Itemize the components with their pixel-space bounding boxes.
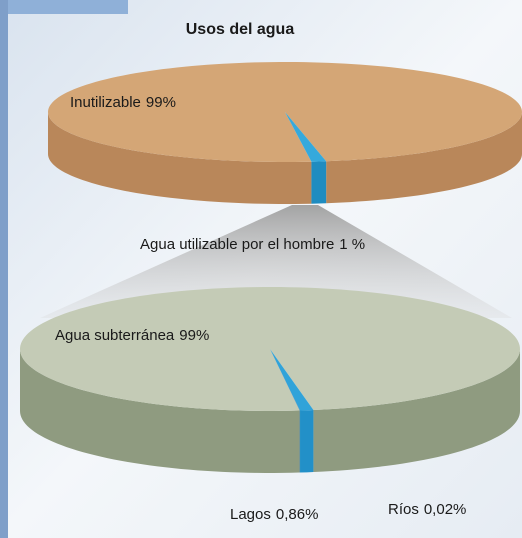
slice-category: Agua utilizable por el hombre xyxy=(140,236,334,253)
frame-left xyxy=(0,0,8,538)
pies: Inutilizable 99% Agua utilizable por el ho… xyxy=(20,62,522,523)
pie-tops xyxy=(20,287,520,411)
slice-category: Lagos xyxy=(230,506,271,523)
zoom-cone xyxy=(40,205,512,318)
slice-label: Agua utilizable por el hombre 1 % xyxy=(140,236,365,253)
slice-value: 0,86% xyxy=(276,506,319,523)
slice-category: Inutilizable xyxy=(70,94,141,111)
slice-category: Agua subterránea xyxy=(55,327,175,344)
pie-tops xyxy=(48,62,522,162)
slice-value: 99% xyxy=(146,94,176,111)
slice-label: Ríos 0,02% xyxy=(388,501,466,518)
slice-label: Inutilizable 99% xyxy=(70,94,176,111)
frame-top xyxy=(0,0,128,14)
slice-category: Ríos xyxy=(388,501,419,518)
pie-slice xyxy=(270,349,314,411)
slice-value: 99% xyxy=(179,327,209,344)
pie-side xyxy=(311,161,327,204)
pie-slice xyxy=(285,112,327,162)
slice-label: Lagos 0,86% xyxy=(230,506,318,523)
slice-value: 0,02% xyxy=(424,501,467,518)
pie-sides xyxy=(48,112,522,204)
pie-sides xyxy=(20,349,520,473)
pie-slice xyxy=(48,62,522,162)
slice-label: Agua subterránea 99% xyxy=(55,327,209,344)
chart-title: Usos del agua xyxy=(186,21,295,38)
slice-value: 1 % xyxy=(339,236,365,253)
pie-slice xyxy=(20,287,520,411)
pie-slice xyxy=(270,349,301,411)
pie-side xyxy=(300,410,314,473)
pie-side xyxy=(20,349,300,473)
pie-side xyxy=(326,112,522,204)
pie-side xyxy=(48,112,312,204)
pie-side xyxy=(313,349,520,473)
